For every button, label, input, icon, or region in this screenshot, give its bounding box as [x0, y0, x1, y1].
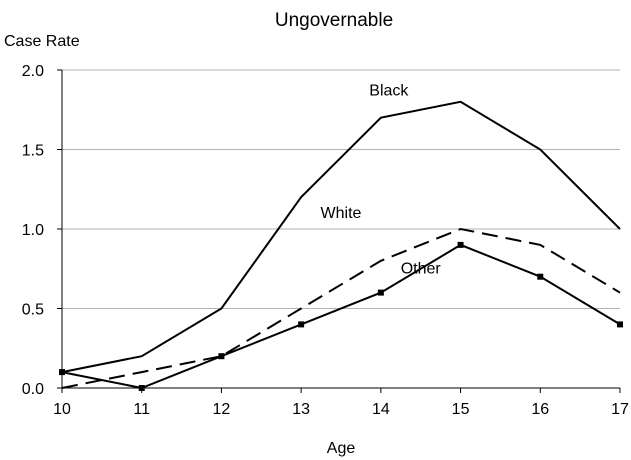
data-point-other: [457, 241, 464, 248]
series-label-black: Black: [369, 82, 409, 99]
x-tick-label: 16: [531, 401, 549, 418]
x-tick-label: 14: [372, 401, 390, 418]
series-lines: [61, 100, 621, 390]
series-line-white: [61, 227, 621, 389]
chart-title: Ungovernable: [275, 10, 393, 31]
axes: [57, 69, 621, 393]
y-tick-label: 2.0: [22, 63, 44, 80]
series-label-other: Other: [401, 261, 442, 278]
series-labels: Black White Other: [321, 82, 442, 277]
x-tick-label: 13: [292, 401, 310, 418]
x-tick-label: 11: [133, 401, 150, 418]
data-point-other: [298, 321, 305, 328]
data-point-other: [59, 369, 65, 376]
y-tick-label: 0.0: [22, 381, 44, 398]
series-line-black: [61, 100, 621, 374]
series-line-other: [61, 243, 621, 390]
x-tick-label: 12: [213, 401, 231, 418]
gridlines: [62, 69, 620, 309]
y-tick-labels: 0.0 0.5 1.0 1.5 2.0: [22, 63, 44, 398]
x-tick-labels: 10 11 12 13 14 15 16 17: [53, 401, 629, 418]
y-axis-label: Case Rate: [4, 33, 80, 50]
x-tick-label: 10: [53, 401, 71, 418]
x-axis-label: Age: [327, 440, 356, 457]
y-tick-label: 1.0: [22, 222, 44, 239]
y-tick-label: 1.5: [22, 143, 44, 160]
data-point-other: [218, 353, 225, 360]
data-point-other: [537, 273, 544, 280]
series-label-white: White: [321, 205, 362, 222]
data-point-other: [377, 289, 384, 296]
data-point-other: [138, 385, 145, 391]
x-tick-label: 15: [452, 401, 470, 418]
data-point-other: [617, 321, 623, 328]
series-markers: [59, 241, 623, 391]
y-tick-label: 0.5: [22, 302, 44, 319]
x-tick-label: 17: [611, 401, 629, 418]
